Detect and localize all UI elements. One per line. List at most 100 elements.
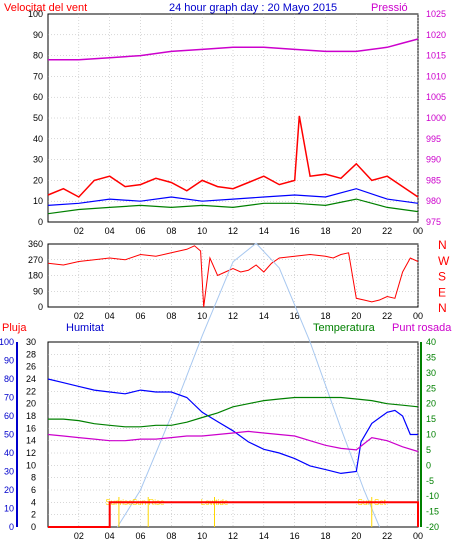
temperature-y-tick-label: -15	[426, 507, 439, 517]
humidity-y-tick-label: 100	[0, 337, 14, 347]
rain-y-tick-label: 6	[31, 485, 36, 495]
temperature-line	[48, 396, 419, 428]
weather-x-tick-label: 04	[105, 531, 115, 541]
wind-y-tick-label: 70	[33, 71, 43, 81]
direction-x-tick-label: 18	[320, 311, 330, 321]
wind-x-tick-label: 02	[74, 226, 84, 236]
compass-label: W	[438, 254, 450, 268]
weather-x-tick-label: 22	[382, 531, 392, 541]
temperature-y-tick-label: -10	[426, 491, 439, 501]
wind-x-tick-label: 18	[320, 226, 330, 236]
wind-x-tick-label: 00	[413, 226, 423, 236]
humidity-y-tick-label: 40	[4, 448, 14, 458]
rain-line	[48, 501, 419, 528]
compass-label: N	[438, 238, 447, 252]
compass-label: E	[438, 285, 446, 299]
humidity-line	[47, 378, 418, 475]
wind-x-tick-label: 20	[351, 226, 361, 236]
temperature-y-tick-label: 25	[426, 383, 436, 393]
humidity-y-tick-label: 30	[4, 467, 14, 477]
humidity-y-tick-label: 60	[4, 411, 14, 421]
direction-y-tick-label: 90	[33, 286, 43, 296]
rain-y-tick-label: 12	[26, 448, 36, 458]
rain-y-tick-label: 28	[26, 349, 36, 359]
rain-y-tick-label: 16	[26, 423, 36, 433]
pressure-y-tick-label: 985	[426, 175, 441, 185]
wind-y-tick-label: 60	[33, 92, 43, 102]
rain-y-tick-label: 8	[31, 473, 36, 483]
wind-x-tick-label: 12	[228, 226, 238, 236]
rain-y-tick-label: 18	[26, 411, 36, 421]
pressure-y-tick-label: 1000	[426, 113, 446, 123]
humidity-y-tick-label: 70	[4, 393, 14, 403]
dew-point-label: Punt rosada	[392, 322, 452, 334]
pressure-y-tick-label: 1025	[426, 9, 446, 19]
weather-x-tick-label: 14	[259, 531, 269, 541]
direction-x-tick-label: 22	[382, 311, 392, 321]
wind-y-tick-label: 20	[33, 175, 43, 185]
pressure-y-tick-label: 980	[426, 196, 441, 206]
direction-x-tick-label: 04	[105, 311, 115, 321]
temperature-y-tick-label: 15	[426, 414, 436, 424]
pressure-y-tick-label: 990	[426, 155, 441, 165]
wind-x-tick-label: 08	[166, 226, 176, 236]
rain-y-tick-label: 2	[31, 510, 36, 520]
wind-y-tick-label: 40	[33, 134, 43, 144]
pressure-y-tick-label: 995	[426, 134, 441, 144]
wind-gust-line	[47, 115, 419, 198]
wind-y-tick-label: 0	[38, 217, 43, 227]
wind-y-tick-label: 10	[33, 196, 43, 206]
rain-y-tick-label: 30	[26, 337, 36, 347]
dew-point-line	[47, 430, 419, 453]
weather-x-tick-label: 18	[320, 531, 330, 541]
humidity-y-tick-label: 50	[4, 430, 14, 440]
direction-x-tick-label: 12	[228, 311, 238, 321]
humidity-label: Humitat	[66, 322, 104, 334]
humidity-y-tick-label: 0	[9, 522, 14, 532]
rain-y-tick-label: 24	[26, 374, 36, 384]
rain-y-tick-label: 4	[31, 497, 36, 507]
direction-y-tick-label: 0	[38, 302, 43, 312]
weather-x-tick-label: 20	[351, 531, 361, 541]
direction-y-tick-label: 270	[28, 255, 43, 265]
rain-y-tick-label: 20	[26, 399, 36, 409]
direction-x-tick-label: 10	[197, 311, 207, 321]
direction-y-tick-label: 180	[28, 271, 43, 281]
wind-x-tick-label: 10	[197, 226, 207, 236]
wind-y-tick-label: 80	[33, 51, 43, 61]
weather-x-tick-label: 06	[135, 531, 145, 541]
wind-average-line	[47, 188, 419, 206]
compass-label: N	[438, 301, 447, 315]
direction-x-tick-label: 16	[290, 311, 300, 321]
temperature-y-tick-label: 35	[426, 352, 436, 362]
humidity-y-tick-label: 10	[4, 504, 14, 514]
direction-y-tick-label: 360	[28, 239, 43, 249]
wind-low-line	[47, 198, 419, 215]
weather-x-tick-label: 10	[197, 531, 207, 541]
direction-x-tick-label: 02	[74, 311, 84, 321]
wind-y-tick-label: 30	[33, 155, 43, 165]
temperature-y-tick-label: 10	[426, 430, 436, 440]
rain-y-tick-label: 14	[26, 436, 36, 446]
humidity-y-tick-label: 90	[4, 356, 14, 366]
rain-y-tick-label: 10	[26, 460, 36, 470]
wind-speed-label: Velocitat del vent	[4, 2, 87, 14]
rain-y-tick-label: 0	[31, 522, 36, 532]
temperature-y-tick-label: 20	[426, 399, 436, 409]
pressure-y-tick-label: 1020	[426, 30, 446, 40]
wind-x-tick-label: 06	[135, 226, 145, 236]
direction-x-tick-label: 00	[413, 311, 423, 321]
weather-x-tick-label: 02	[74, 531, 84, 541]
pressure-label: Pressió	[371, 2, 408, 14]
pressure-y-tick-label: 1015	[426, 51, 446, 61]
temperature-label: Temperatura	[313, 322, 376, 334]
wind-x-tick-label: 22	[382, 226, 392, 236]
rain-label: Pluja	[2, 322, 27, 334]
wind-y-tick-label: 100	[28, 9, 43, 19]
wind-direction-line	[47, 245, 419, 308]
pressure-y-tick-label: 1005	[426, 92, 446, 102]
wind-x-tick-label: 04	[105, 226, 115, 236]
temperature-y-tick-label: 5	[426, 445, 431, 455]
compass-label: S	[438, 270, 446, 284]
